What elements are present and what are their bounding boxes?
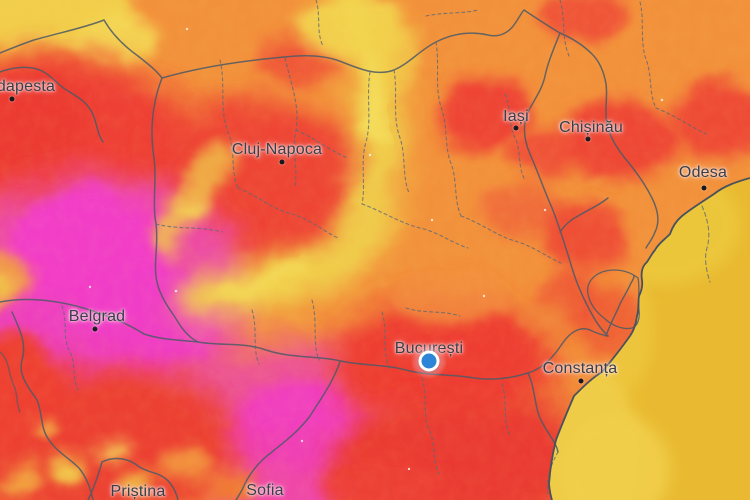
city-label-budapesta: Budapesta (0, 78, 56, 95)
city-label-sofia: Sofia (246, 482, 284, 499)
location-marker-core (418, 350, 440, 372)
city-dot-iasi (513, 125, 519, 131)
city-label-odesa: Odesa (678, 164, 728, 181)
city-label-pristina: Priștina (110, 483, 166, 500)
city-label-cluj-napoca: Cluj-Napoca (231, 141, 323, 158)
station-dots (88, 27, 664, 471)
city-dot-chisinau (585, 136, 591, 142)
city-dot-budapesta (9, 96, 15, 102)
city-label-iasi: Iași (503, 108, 529, 125)
city-label-belgrad: Belgrad (68, 308, 126, 325)
city-dot-cluj-napoca (279, 159, 285, 165)
city-dot-odesa (701, 185, 707, 191)
city-dot-belgrad (92, 326, 98, 332)
location-marker[interactable] (411, 343, 447, 379)
city-label-constanta: Constanța (542, 360, 618, 377)
city-dot-constanta (578, 378, 584, 384)
coastline (548, 177, 750, 500)
region-borders (61, 0, 711, 495)
city-label-chisinau: Chișinău (559, 119, 623, 136)
